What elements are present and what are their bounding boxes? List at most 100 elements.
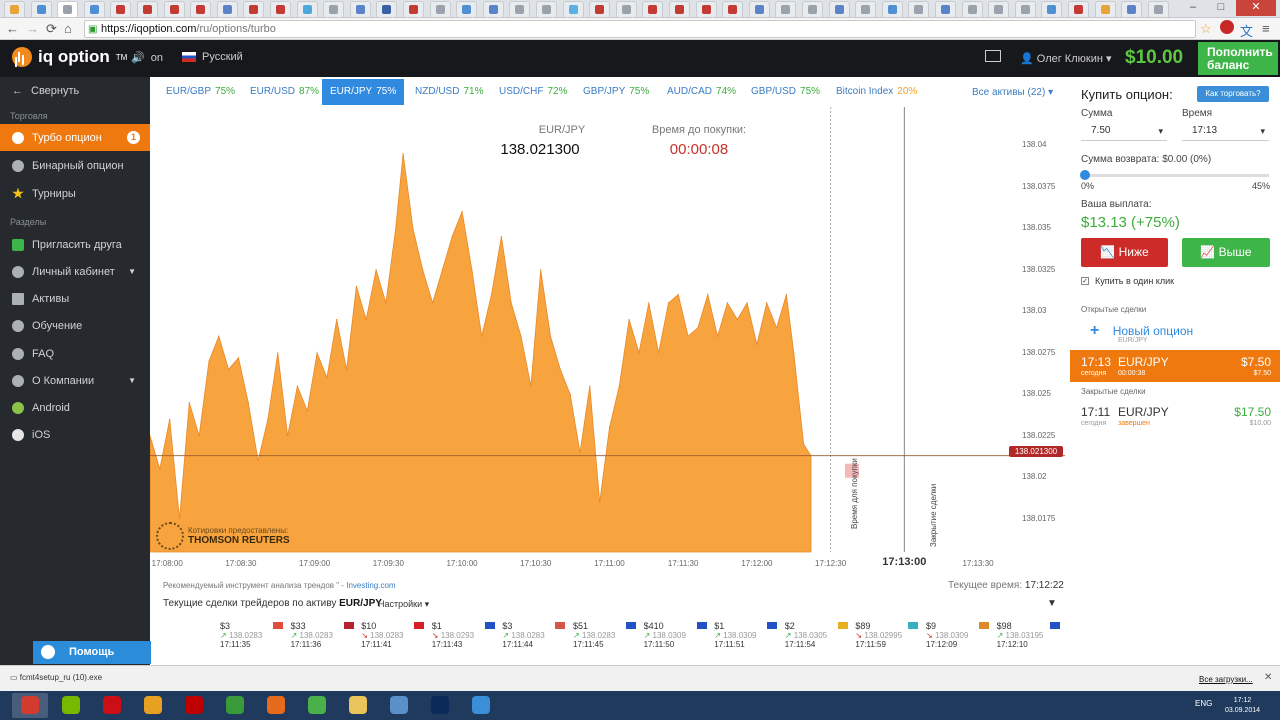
browser-tab[interactable] (83, 1, 105, 17)
browser-tab[interactable] (828, 1, 850, 17)
browser-tab[interactable] (1094, 1, 1116, 17)
sidebar-item-invite[interactable]: Пригласить друга (0, 231, 150, 258)
home-icon[interactable]: ⌂ (64, 21, 72, 36)
sidebar-item-tournaments[interactable]: Турниры (0, 180, 150, 207)
sidebar-item-education[interactable]: Обучение (0, 312, 150, 339)
app4-taskbar-button[interactable] (381, 693, 417, 718)
translate-icon[interactable]: 文 (1240, 24, 1254, 39)
browser-tab[interactable] (1121, 1, 1143, 17)
sidebar-item-company[interactable]: О Компании ▼ (0, 367, 150, 394)
how-to-trade-button[interactable]: Как торговать? (1197, 86, 1269, 102)
asset-tab-nzdusd[interactable]: NZD/USD 71% (407, 79, 491, 105)
price-chart[interactable]: EUR/JPY 138.021300 Время до покупки: 00:… (150, 107, 1070, 572)
amount-select[interactable]: 7.50 (1081, 121, 1167, 141)
nvidia-taskbar-button[interactable] (53, 693, 89, 718)
browser-tab[interactable] (376, 1, 398, 17)
filezilla-taskbar-button[interactable] (176, 693, 212, 718)
closed-deal-row[interactable]: 17:11 EUR/JPY $17.50 сегодня завершен $1… (1070, 400, 1280, 432)
app2-taskbar-button[interactable] (217, 693, 253, 718)
browser-tab[interactable] (1147, 1, 1169, 17)
asset-tab-eurusd[interactable]: EUR/USD 87% (242, 79, 327, 105)
url-input[interactable]: ▣ https://iqoption.com/ru/options/turbo (84, 20, 1196, 38)
asset-tab-audcad[interactable]: AUD/CAD 74% (659, 79, 744, 105)
all-downloads-link[interactable]: Все загрузки... (1199, 675, 1253, 684)
asset-tab-usdchf[interactable]: USD/CHF 72% (491, 79, 575, 105)
browser-tab[interactable] (935, 1, 956, 17)
browser-tab[interactable] (775, 1, 797, 17)
opera-taskbar-button[interactable] (94, 693, 130, 718)
browser-tab[interactable] (536, 1, 557, 17)
mail-icon[interactable] (985, 50, 1001, 62)
firefox-taskbar-button[interactable] (258, 693, 294, 718)
back-icon[interactable]: ← (6, 21, 19, 36)
clock[interactable]: 17:12 03.09.2014 (1225, 697, 1261, 714)
browser-tab[interactable] (110, 1, 132, 17)
browser-tab[interactable] (429, 1, 451, 17)
sidebar-item-faq[interactable]: FAQ (0, 340, 150, 367)
one-click-checkbox[interactable]: ✓ Купить в один клик (1081, 276, 1175, 286)
reload-icon[interactable]: ⟳ (46, 21, 57, 36)
browser-tab[interactable] (1014, 1, 1036, 17)
browser-tab[interactable] (988, 1, 1010, 17)
browser-tab[interactable] (137, 1, 158, 17)
sidebar-item-android[interactable]: Android (0, 394, 150, 421)
browser-tab[interactable] (4, 1, 25, 17)
asset-tab-eurgbp[interactable]: EUR/GBP 75% (158, 79, 243, 105)
browser-tab[interactable] (695, 1, 717, 17)
browser-tab[interactable] (509, 1, 531, 17)
all-assets-dropdown[interactable]: Все активы (22) ▾ (972, 87, 1054, 98)
asset-tab-eurjpy[interactable]: EUR/JPY 75% (322, 79, 405, 105)
close-icon[interactable]: ✕ (1264, 672, 1273, 683)
chrome-taskbar-button[interactable] (12, 693, 48, 718)
browser-tab[interactable] (296, 1, 318, 17)
browser-tab[interactable] (163, 1, 185, 17)
iq-option-logo[interactable]: iq option TM (12, 47, 127, 67)
settings-dropdown[interactable]: Настройки ▾ (378, 599, 430, 609)
download-item[interactable]: ▭ fcmt4setup_ru (10).exe (10, 673, 103, 682)
asset-tab-bitcoinindex[interactable]: Bitcoin Index 20% (828, 79, 925, 105)
time-select[interactable]: 17:13 (1182, 121, 1269, 141)
forward-icon[interactable]: → (26, 21, 39, 36)
sidebar-collapse[interactable]: ← Свернуть (12, 84, 80, 97)
browser-tab[interactable] (456, 1, 478, 17)
browser-tab[interactable] (642, 1, 664, 17)
language-selector[interactable]: Русский (182, 51, 243, 63)
browser-tab[interactable] (881, 1, 903, 17)
browser-tab[interactable] (802, 1, 823, 17)
browser-tab[interactable] (669, 1, 690, 17)
browser-tab[interactable] (216, 1, 238, 17)
browser-tab[interactable] (961, 1, 983, 17)
refund-slider[interactable] (1084, 174, 1269, 177)
open-deal-row[interactable]: 17:13 EUR/JPY $7.50 сегодня 00:00:38 $7.… (1070, 350, 1280, 382)
maximize-button[interactable]: □ (1217, 1, 1225, 13)
sidebar-item-ios[interactable]: iOS (0, 421, 150, 448)
browser-tab[interactable] (1041, 1, 1063, 17)
browser-tab[interactable] (562, 1, 584, 17)
user-menu[interactable]: 👤 Олег Клюкин ▾ (1020, 53, 1112, 65)
investing-link[interactable]: Investing.com (346, 581, 396, 590)
browser-tab-active[interactable] (57, 1, 79, 17)
minimize-button[interactable]: – (1189, 1, 1197, 13)
new-option-button[interactable]: + Новый опцион (1090, 322, 1194, 339)
photoshop-taskbar-button[interactable] (422, 693, 458, 718)
app5-taskbar-button[interactable] (463, 693, 499, 718)
browser-tab[interactable] (589, 1, 611, 17)
down-button[interactable]: 📉 Ниже (1081, 238, 1168, 267)
browser-tab[interactable] (270, 1, 291, 17)
tray-lang[interactable]: ENG (1195, 699, 1213, 708)
close-window-button[interactable]: ✕ (1236, 0, 1276, 16)
browser-tab[interactable] (403, 1, 424, 17)
sound-toggle[interactable]: 🔊 on (131, 51, 163, 65)
asset-tab-gbpusd[interactable]: GBP/USD 75% (743, 79, 828, 105)
app-taskbar-button[interactable] (135, 693, 171, 718)
browser-tab[interactable] (349, 1, 371, 17)
menu-icon[interactable]: ≡ (1262, 21, 1270, 36)
sidebar-item-assets[interactable]: Активы (0, 285, 150, 312)
browser-tab[interactable] (1068, 1, 1089, 17)
folder-taskbar-button[interactable] (340, 693, 376, 718)
online-help-button[interactable]: Помощь онлайн (33, 641, 151, 681)
chevron-down-icon[interactable]: ▼ (1047, 598, 1057, 609)
browser-tab[interactable] (30, 1, 52, 17)
browser-tab[interactable] (908, 1, 930, 17)
browser-tab[interactable] (190, 1, 212, 17)
